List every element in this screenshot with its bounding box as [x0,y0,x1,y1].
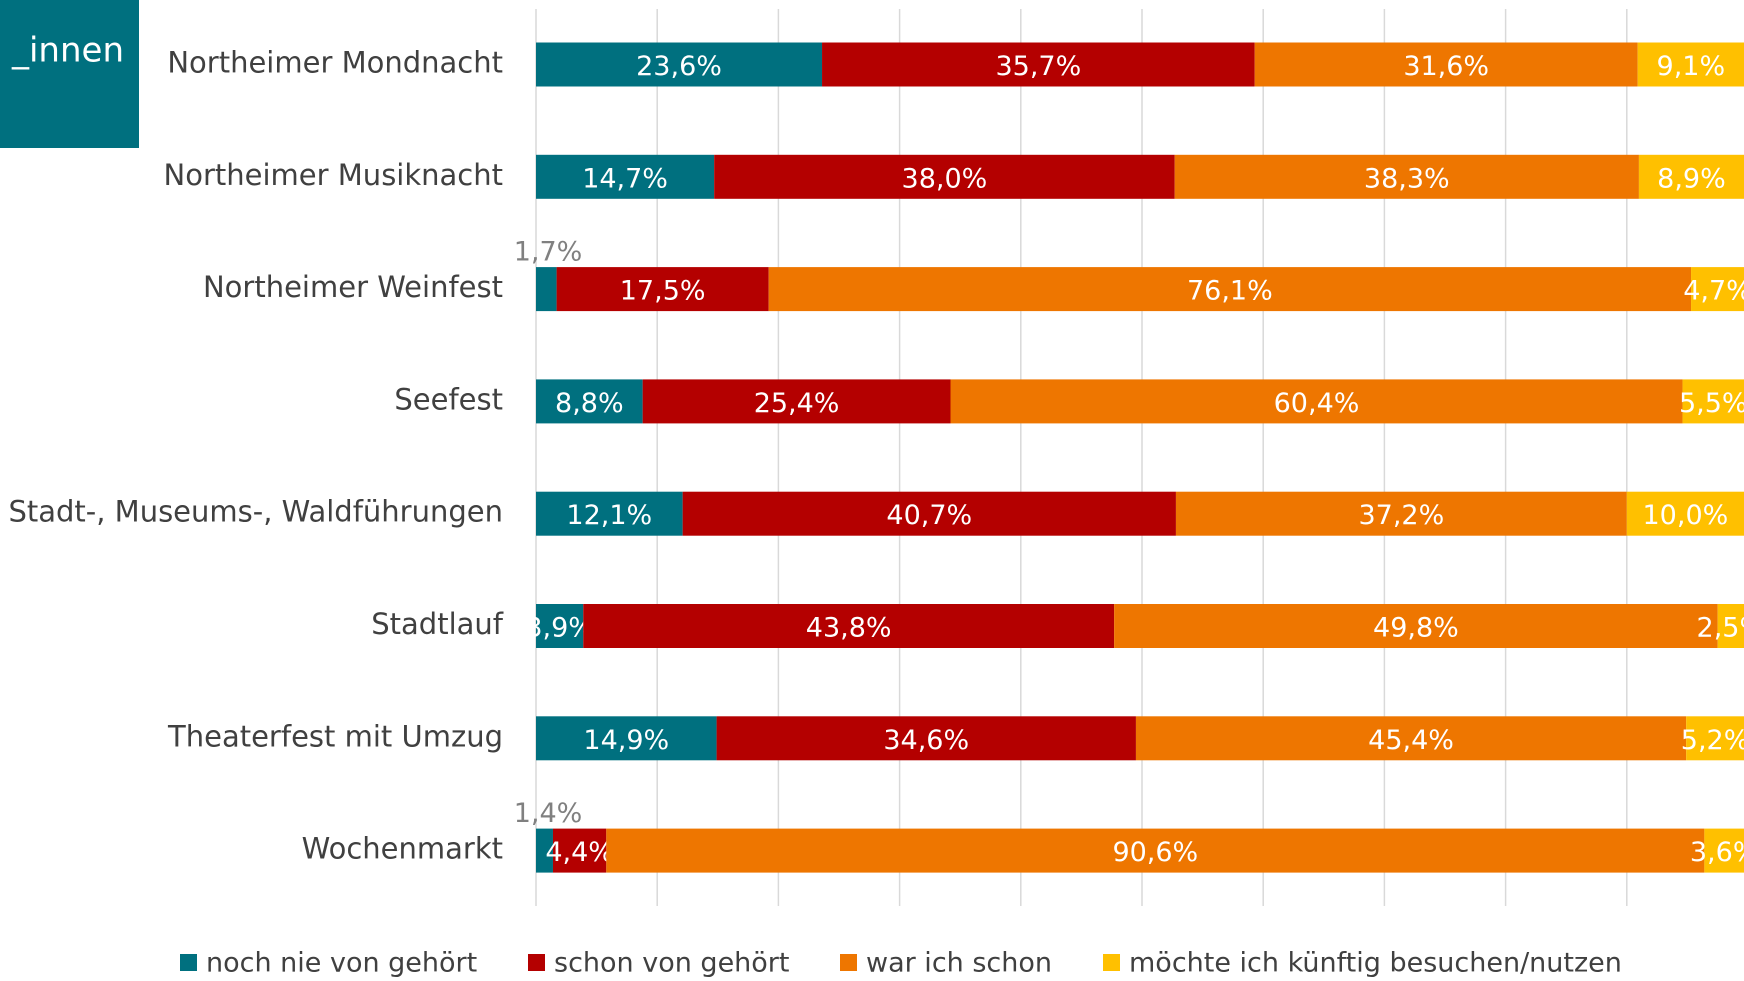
corner-label: _innen [11,31,124,71]
data-label: 9,1% [1657,51,1726,82]
category-label: Wochenmarkt [302,832,503,866]
bar-segment [822,42,1255,87]
legend-label: noch nie von gehört [206,948,477,979]
bar-segment [1637,42,1744,87]
bar-segment [536,379,643,424]
bar-segment [536,42,823,87]
bar-segment [606,828,1705,873]
bar-segment [1717,604,1744,648]
legend-label: möchte ich künftig besuchen/nutzen [1129,948,1622,979]
data-label: 5,5% [1679,388,1744,419]
data-label: 14,7% [582,163,668,194]
bar-segment [714,154,1175,199]
bar-segment [556,267,769,312]
bar-segment [583,604,1115,648]
data-label: 31,6% [1403,51,1489,82]
bar-segment [716,716,1136,761]
data-label: 45,4% [1368,725,1454,756]
data-label: 1,7% [514,237,583,268]
legend-swatch [840,954,857,971]
bar-segment [552,828,607,873]
data-label: 25,4% [754,388,840,419]
data-label: 3,6% [1690,837,1744,868]
data-label: 34,6% [883,725,969,756]
data-label: 38,0% [902,163,988,194]
data-label: 14,9% [583,725,669,756]
data-label: 37,2% [1358,500,1444,531]
data-label: 10,0% [1643,500,1729,531]
bar-segment [1254,42,1638,87]
data-label: 76,1% [1187,276,1273,307]
bar-segment [536,491,683,536]
bar-segment [1626,491,1744,536]
bar-segment [1135,716,1687,761]
bar-segment [536,267,557,312]
data-label: 43,8% [806,613,892,644]
data-label: 5,2% [1681,725,1744,756]
category-label: Stadtlauf [371,607,504,641]
bar-segment [768,267,1692,312]
data-label: 4,4% [545,837,614,868]
bar-segment [682,491,1176,536]
data-label: 8,8% [555,388,624,419]
bar-segment [536,154,715,199]
bar-segment [1691,267,1744,312]
bar-segment [1175,491,1627,536]
data-label: 12,1% [566,500,652,531]
data-label: 90,6% [1112,837,1198,868]
data-label: 49,8% [1373,613,1459,644]
data-label: 60,4% [1274,388,1360,419]
bar-segment [1114,604,1718,648]
data-label: 2,5% [1697,613,1744,644]
category-label: Seefest [394,382,503,416]
data-label: 40,7% [886,500,972,531]
data-label: 4,7% [1683,276,1744,307]
legend-swatch [1103,954,1120,971]
category-label: Northeimer Mondnacht [167,46,503,80]
bar-segment [1638,154,1744,199]
bar-segment [1682,379,1744,424]
category-label: Northeimer Musiknacht [164,158,503,192]
bar-segment [536,604,584,648]
legend-swatch [180,954,197,971]
bar-segment [1174,154,1639,199]
data-label: 1,4% [514,798,583,829]
category-label: Northeimer Weinfest [203,270,503,304]
bar-segment [536,828,553,873]
bar-segment [1704,828,1744,873]
corner-box [0,0,139,148]
data-label: 8,9% [1657,163,1726,194]
data-label: 3,9% [525,613,594,644]
legend-label: schon von gehört [554,948,790,979]
bar-segment [950,379,1683,424]
data-label: 23,6% [636,51,722,82]
bar-segment [642,379,951,424]
legend-label: war ich schon [866,948,1052,979]
data-label: 38,3% [1364,163,1450,194]
legend-swatch [528,954,545,971]
bar-segment [1686,716,1744,761]
category-label: Stadt-, Museums-, Waldführungen [8,495,503,529]
data-label: 17,5% [620,276,706,307]
category-label: Theaterfest mit Umzug [167,719,503,753]
bar-segment [536,716,717,761]
data-label: 35,7% [995,51,1081,82]
